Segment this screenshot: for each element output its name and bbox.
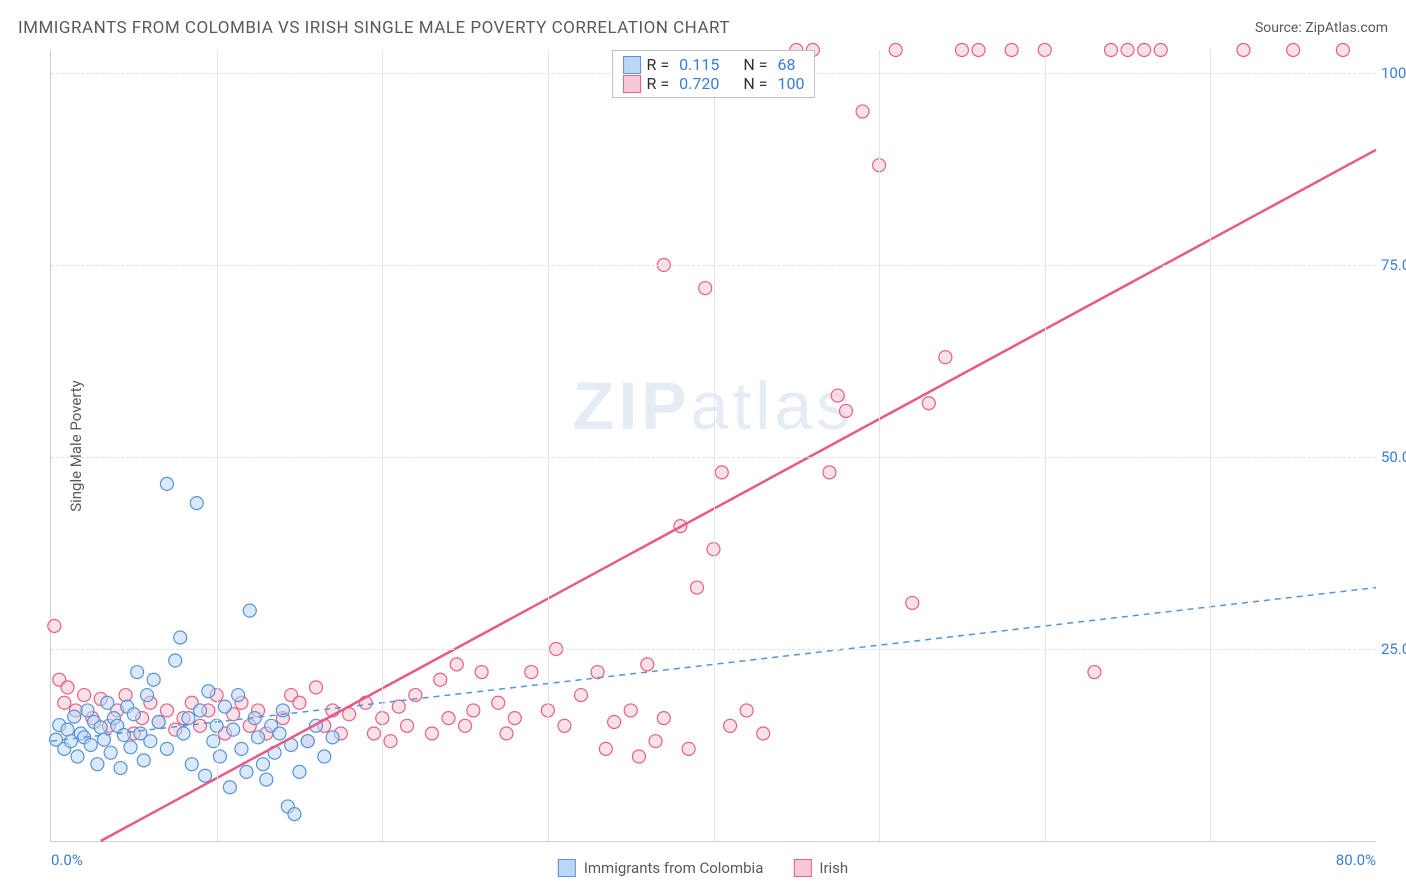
legend-r-value: 0.115 — [679, 55, 719, 74]
legend-label: Immigrants from Colombia — [584, 859, 764, 877]
legend-n-label: N = — [743, 55, 771, 74]
y-tick-label: 25.0% — [1381, 640, 1406, 658]
legend-n-value: 100 — [777, 74, 804, 93]
y-tick-label: 75.0% — [1381, 256, 1406, 274]
legend-swatch-pink — [793, 859, 811, 877]
legend-r-label: R = — [647, 55, 674, 74]
y-tick-label: 50.0% — [1381, 448, 1406, 466]
y-tick-label: 100.0% — [1381, 64, 1406, 82]
legend-row: R = 0.115 N = 68 — [623, 55, 805, 74]
legend-row: R = 0.720 N = 100 — [623, 74, 805, 93]
legend-n-value: 68 — [777, 55, 795, 74]
legend-top: R = 0.115 N = 68 R = 0.720 N = 100 — [612, 50, 816, 98]
legend-bottom: Immigrants from Colombia Irish — [558, 859, 848, 877]
chart-title: IMMIGRANTS FROM COLOMBIA VS IRISH SINGLE… — [18, 18, 730, 38]
legend-swatch-blue — [558, 859, 576, 877]
plot-area: ZIPatlas R = 0.115 N = 68 R = 0.720 N = … — [50, 50, 1376, 842]
x-tick-label: 0.0% — [51, 851, 83, 869]
legend-swatch-blue — [623, 56, 641, 74]
legend-item: Irish — [793, 859, 848, 877]
chart-source: Source: ZipAtlas.com — [1255, 20, 1388, 36]
legend-swatch-pink — [623, 75, 641, 93]
chart-header: IMMIGRANTS FROM COLOMBIA VS IRISH SINGLE… — [18, 18, 1388, 38]
legend-r-value: 0.720 — [679, 74, 719, 93]
legend-label: Irish — [819, 859, 848, 877]
chart-container: IMMIGRANTS FROM COLOMBIA VS IRISH SINGLE… — [0, 0, 1406, 892]
legend-item: Immigrants from Colombia — [558, 859, 764, 877]
legend-n-label: N = — [743, 74, 771, 93]
x-tick-label: 80.0% — [1336, 851, 1376, 869]
legend-r-label: R = — [647, 74, 674, 93]
